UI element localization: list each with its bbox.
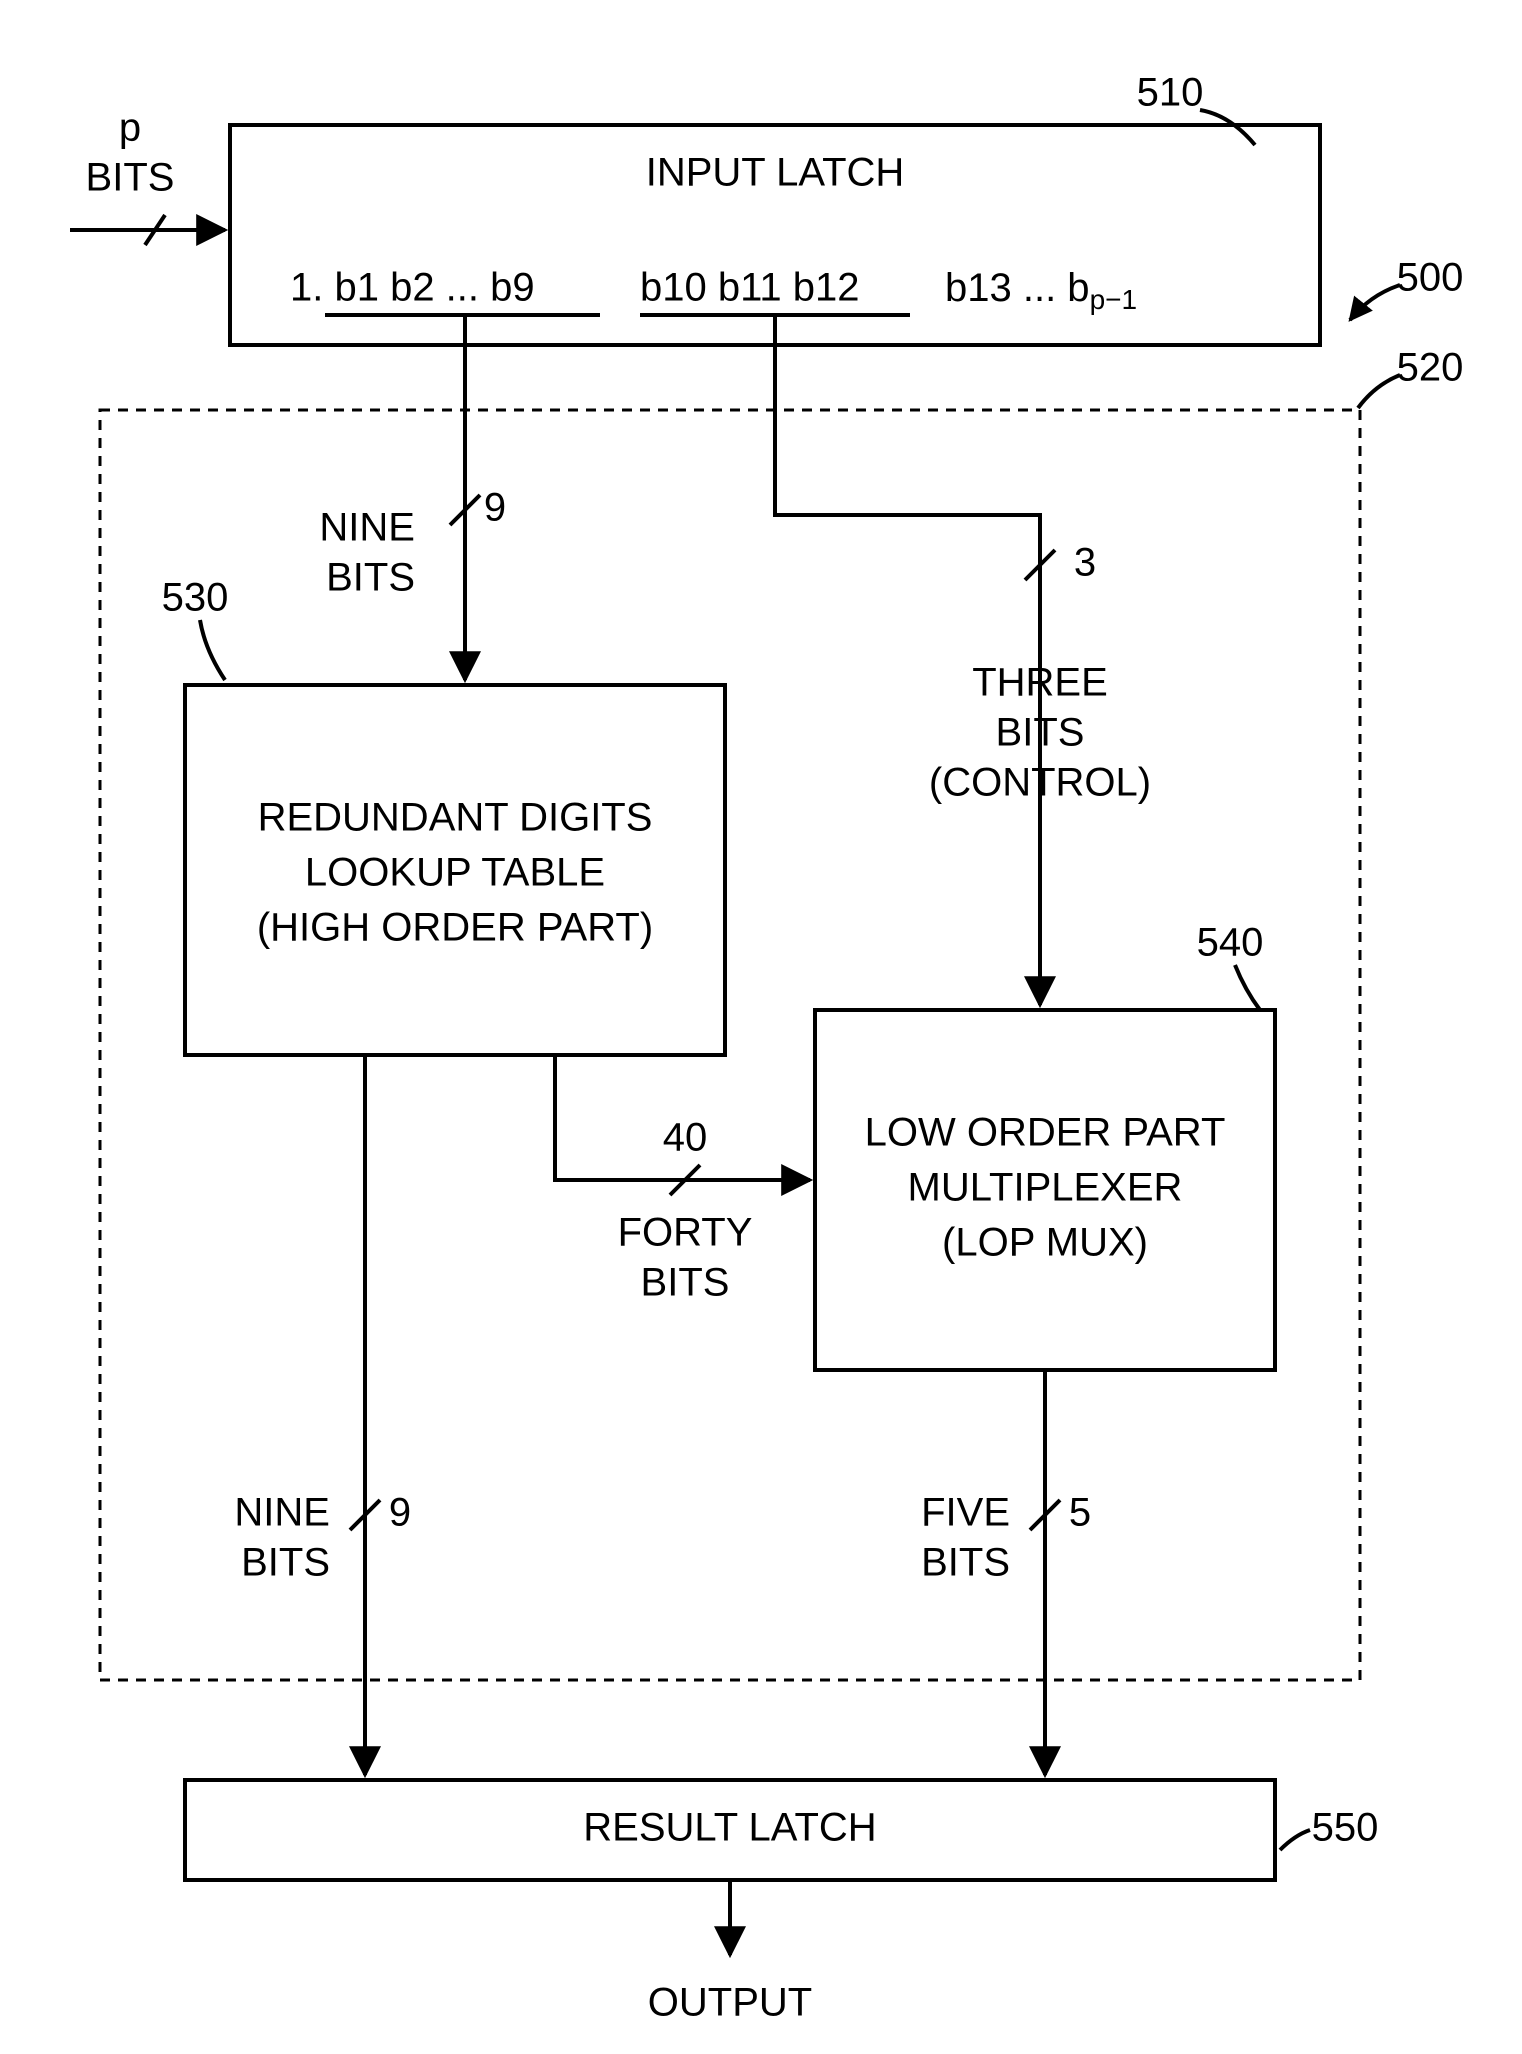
input-latch-bits-a: 1. b1 b2 ... b9 bbox=[290, 266, 535, 310]
lopmux-line3: (LOP MUX) bbox=[942, 1221, 1148, 1265]
lookup-line1: REDUNDANT DIGITS bbox=[258, 796, 653, 840]
result-latch-title: RESULT LATCH bbox=[583, 1806, 876, 1850]
result-latch-ref: 550 bbox=[1312, 1806, 1379, 1850]
input-bus-label-p: p bbox=[119, 106, 141, 150]
bus-nine-in: 9 NINE BITS bbox=[319, 315, 506, 680]
ref-520: 520 bbox=[1397, 346, 1464, 390]
bus-three: 3 THREE BITS (CONTROL) bbox=[775, 315, 1151, 1005]
bus-five: 5 FIVE BITS bbox=[921, 1370, 1091, 1775]
bus-nine-in-label-1: NINE bbox=[319, 506, 415, 550]
ref-500: 500 bbox=[1397, 256, 1464, 300]
bus-nine-in-label-2: BITS bbox=[326, 556, 415, 600]
output-bus: OUTPUT bbox=[648, 1880, 812, 2025]
bus-five-width: 5 bbox=[1069, 1491, 1091, 1535]
bus-nine-out-label-2: BITS bbox=[241, 1541, 330, 1585]
input-bus: p BITS bbox=[70, 106, 225, 245]
input-latch: INPUT LATCH 1. b1 b2 ... b9 b10 b11 b12 … bbox=[230, 71, 1320, 345]
diagram-canvas: p BITS INPUT LATCH 1. b1 b2 ... b9 b10 b… bbox=[0, 0, 1522, 2054]
bus-three-label-3: (CONTROL) bbox=[929, 761, 1151, 805]
lopmux-ref: 540 bbox=[1197, 921, 1264, 1010]
lookup-ref-leader bbox=[200, 620, 225, 680]
bus-three-label-1: THREE bbox=[972, 661, 1108, 705]
lookup-ref: 530 bbox=[162, 576, 229, 680]
bus-nine-out: 9 NINE BITS bbox=[234, 1055, 411, 1775]
ref-520-leader bbox=[1358, 375, 1400, 408]
result-latch-ref-leader bbox=[1280, 1830, 1310, 1850]
output-label: OUTPUT bbox=[648, 1981, 812, 2025]
lop-mux: LOW ORDER PART MULTIPLEXER (LOP MUX) bbox=[815, 1010, 1275, 1370]
bus-forty-label-2: BITS bbox=[641, 1261, 730, 1305]
lopmux-ref-num: 540 bbox=[1197, 921, 1264, 965]
bus-forty: 40 FORTY BITS bbox=[555, 1055, 810, 1305]
result-latch: RESULT LATCH 550 bbox=[185, 1780, 1378, 1880]
input-latch-bits-b: b10 b11 b12 bbox=[640, 266, 859, 310]
lookup-line2: LOOKUP TABLE bbox=[305, 851, 605, 895]
bus-nine-out-width: 9 bbox=[389, 1491, 411, 1535]
region-refs: 500 520 bbox=[1350, 256, 1463, 408]
lopmux-ref-leader bbox=[1235, 965, 1260, 1010]
bus-forty-width: 40 bbox=[663, 1116, 708, 1160]
ref-500-leader bbox=[1350, 285, 1400, 320]
bus-three-label-2: BITS bbox=[996, 711, 1085, 755]
input-bus-label-bits: BITS bbox=[86, 156, 175, 200]
lookup-line3: (HIGH ORDER PART) bbox=[257, 906, 653, 950]
bus-five-label-2: BITS bbox=[921, 1541, 1010, 1585]
bus-three-width: 3 bbox=[1074, 541, 1096, 585]
lookup-ref-num: 530 bbox=[162, 576, 229, 620]
bus-forty-label-1: FORTY bbox=[618, 1211, 753, 1255]
bus-five-label-1: FIVE bbox=[921, 1491, 1010, 1535]
bus-nine-in-width: 9 bbox=[484, 486, 506, 530]
lopmux-line2: MULTIPLEXER bbox=[908, 1166, 1183, 1210]
input-latch-title: INPUT LATCH bbox=[646, 151, 905, 195]
bus-nine-out-label-1: NINE bbox=[234, 1491, 330, 1535]
lookup-table: REDUNDANT DIGITS LOOKUP TABLE (HIGH ORDE… bbox=[185, 685, 725, 1055]
input-latch-ref: 510 bbox=[1137, 71, 1204, 115]
lopmux-line1: LOW ORDER PART bbox=[865, 1111, 1226, 1155]
